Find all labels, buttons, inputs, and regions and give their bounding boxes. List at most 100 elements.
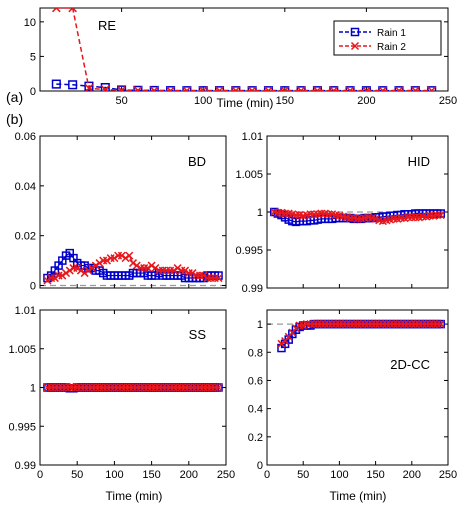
data-point (133, 85, 143, 91)
data-point (95, 259, 104, 268)
data-point (362, 86, 371, 91)
data-point (436, 209, 446, 218)
series-1 (51, 79, 437, 91)
data-point (149, 86, 159, 91)
data-point (329, 86, 339, 91)
data-point (50, 274, 59, 283)
data-point (121, 254, 130, 263)
y-tick-label: 0 (257, 460, 263, 472)
data-point (88, 264, 97, 273)
y-tick-label: 1 (257, 207, 263, 219)
x-tick-label: 200 (180, 469, 198, 481)
series-2 (51, 8, 437, 91)
data-point (169, 266, 178, 275)
data-point (76, 266, 85, 275)
x-tick-label: 150 (276, 95, 294, 107)
x-tick-label: 50 (115, 95, 127, 107)
x-axis-label: Time (min) (330, 489, 387, 503)
x-tick-label: 0 (37, 469, 43, 481)
x-tick-label: 100 (194, 95, 212, 107)
legend-label: Rain 2 (377, 42, 406, 53)
data-point (436, 320, 445, 329)
data-point (100, 85, 110, 91)
data-point (62, 269, 71, 278)
x-axis-label: Time (min) (217, 96, 274, 110)
chart-2d-cc: 0 50 100 150 200 250 0 0.2 0.4 0.6 0.8 1 2D-CC Time (… (248, 309, 457, 503)
x-tick-label: 0 (264, 469, 270, 481)
legend-marker (350, 41, 360, 51)
y-tick-label: 0.06 (15, 131, 36, 143)
panel-label-a: (a) (6, 89, 23, 105)
data-point (117, 251, 126, 260)
data-point (100, 82, 110, 91)
data-point (345, 86, 355, 91)
series-2 (270, 207, 445, 226)
series-2 (277, 320, 445, 348)
y-tick-label: 0 (30, 86, 36, 98)
data-point (215, 86, 224, 91)
data-point (436, 211, 445, 220)
y-tick-label: 0 (30, 281, 36, 293)
data-point (133, 86, 143, 91)
y-tick-label: 1.005 (8, 344, 36, 356)
x-tick-label: 200 (357, 95, 375, 107)
data-point (280, 86, 290, 91)
panel-label-b: (b) (6, 111, 23, 127)
data-point (43, 276, 52, 285)
chart-title: SS (189, 327, 207, 342)
y-tick-label: 0.2 (248, 432, 263, 444)
data-point (231, 86, 241, 91)
series-1 (43, 248, 223, 283)
data-point (132, 261, 141, 270)
series-line (56, 8, 432, 91)
data-point (84, 81, 94, 91)
data-point (427, 86, 437, 91)
y-tick-label: 0.4 (248, 404, 263, 416)
x-tick-label: 200 (403, 469, 421, 481)
data-point (166, 86, 175, 91)
y-tick-label: 0.6 (248, 375, 263, 387)
data-point (394, 86, 404, 91)
data-point (182, 86, 192, 91)
chart-title: BD (188, 154, 206, 169)
data-point (264, 86, 273, 91)
data-point (296, 86, 306, 91)
x-tick-label: 50 (297, 469, 309, 481)
x-tick-label: 150 (142, 469, 160, 481)
chart-hid: 0.99 0.995 1 1.005 1.01 HID (235, 131, 449, 295)
x-tick-label: 100 (105, 469, 123, 481)
x-tick-label: 250 (439, 469, 457, 481)
legend-label: Rain 1 (377, 28, 406, 39)
x-tick-label: 100 (330, 469, 348, 481)
data-point (181, 266, 190, 275)
data-point (117, 85, 127, 91)
y-tick-label: 0.04 (15, 181, 36, 193)
data-point (149, 85, 159, 91)
data-point (68, 80, 78, 90)
y-tick-label: 1 (30, 383, 36, 395)
chart-bd: 0 0.02 0.04 0.06 BD (15, 131, 227, 293)
data-point (102, 256, 111, 265)
y-tick-label: 0.99 (242, 283, 263, 295)
data-point (214, 383, 223, 392)
data-point (147, 261, 156, 270)
legend-marker (350, 27, 360, 37)
data-point (68, 8, 77, 13)
y-tick-label: 0.995 (8, 421, 36, 433)
data-point (80, 269, 89, 278)
plot-frame (266, 309, 449, 466)
data-point (188, 269, 197, 278)
plot-frame (39, 135, 227, 289)
data-point (143, 264, 152, 273)
data-point (313, 86, 322, 91)
y-tick-label: 1 (257, 319, 263, 331)
data-point (199, 271, 208, 280)
data-point (91, 261, 100, 270)
data-point (65, 266, 74, 275)
data-point (110, 254, 119, 263)
y-tick-label: 1.01 (242, 131, 263, 143)
y-tick-label: 1.01 (15, 305, 36, 317)
x-axis-label: Time (min) (106, 489, 163, 503)
